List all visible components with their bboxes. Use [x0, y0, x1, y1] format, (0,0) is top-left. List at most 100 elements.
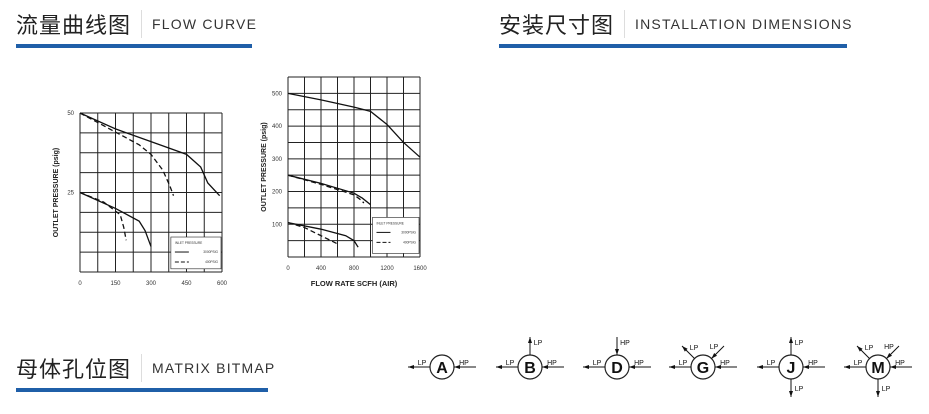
divider: [141, 10, 143, 38]
series-line-solid: [287, 92, 421, 158]
matrix-item-D: D LP HP HP: [583, 337, 651, 380]
port-label: LP: [865, 345, 874, 352]
series-line-solid: [287, 174, 371, 206]
series-line-solid: [79, 112, 221, 197]
port-label: LP: [882, 386, 891, 393]
arrow-icon: [890, 365, 896, 369]
flow-curve-title-en: FLOW CURVE: [152, 16, 258, 32]
x-tick-label: 600: [217, 281, 228, 287]
port-label: LP: [690, 345, 699, 352]
arrow-icon: [876, 391, 880, 397]
y-tick-label: 200: [272, 190, 283, 196]
matrix-header: 母体孔位图 MATRIX BITMAP: [16, 352, 275, 384]
matrix-letter: A: [436, 360, 448, 377]
matrix-letter: J: [787, 360, 796, 377]
y-tick-label: 500: [272, 91, 283, 97]
port-label: LP: [506, 360, 515, 367]
flow-curve-title-zh: 流量曲线图: [16, 14, 132, 39]
port-label: HP: [634, 360, 644, 367]
matrix-letter: D: [611, 360, 623, 377]
x-tick-label: 300: [146, 281, 157, 287]
port-label: LP: [854, 360, 863, 367]
matrix-letter: M: [871, 360, 884, 377]
y-axis-label: OUTLET PRESSURE (psig): [53, 148, 60, 237]
legend-entry: 400PSIG: [403, 240, 416, 244]
arrow-icon: [542, 365, 548, 369]
arrow-icon: [886, 353, 892, 359]
x-tick-label: 150: [110, 281, 121, 287]
legend-entry: 400PSIG: [205, 260, 218, 264]
legend-entry: 3000PSIG: [203, 250, 218, 254]
y-tick-label: 300: [272, 157, 283, 163]
legend-title: INLET PRESSURE: [376, 221, 403, 225]
x-tick-label: 400: [316, 266, 327, 272]
arrow-icon: [583, 365, 589, 369]
arrow-icon: [496, 365, 502, 369]
arrow-icon: [715, 365, 721, 369]
port-label: HP: [808, 360, 818, 367]
matrix-letter: G: [697, 360, 709, 377]
y-tick-label: 400: [272, 124, 283, 130]
series-line-dashed: [287, 222, 338, 245]
legend-entry: 3000PSIG: [401, 230, 416, 234]
port-label: HP: [620, 340, 630, 347]
x-tick-label: 1600: [413, 266, 427, 272]
arrow-icon: [682, 346, 688, 352]
flow-curve-underline: [16, 44, 252, 48]
x-axis-label: FLOW RATE SCFH (AIR): [311, 279, 398, 288]
port-label: LP: [710, 344, 719, 351]
x-tick-label: 450: [181, 281, 192, 287]
y-tick-label: 25: [67, 191, 74, 197]
port-label: HP: [547, 360, 557, 367]
arrow-icon: [408, 365, 414, 369]
divider: [624, 10, 626, 38]
port-label: LP: [593, 360, 602, 367]
arrow-icon: [844, 365, 850, 369]
arrow-icon: [528, 337, 532, 343]
matrix-bitmap-diagrams: A LP HP B LP LP HP D LP HP HP G LP LP LP HP J LP LP LP HP M LP…: [408, 337, 912, 397]
port-label: LP: [767, 360, 776, 367]
port-label: HP: [720, 360, 730, 367]
x-axis-label: FLOW RATE SCFH (AIR): [108, 294, 195, 295]
port-label: LP: [795, 340, 804, 347]
y-tick-label: 50: [67, 111, 74, 117]
flow-curve-header: 流量曲线图 FLOW CURVE: [16, 8, 257, 40]
divider: [141, 354, 143, 382]
installation-title-zh: 安装尺寸图: [499, 14, 615, 39]
arrow-icon: [669, 365, 675, 369]
arrow-icon: [789, 391, 793, 397]
arrow-icon: [629, 365, 635, 369]
legend-box: [372, 217, 420, 254]
x-tick-label: 800: [349, 266, 360, 272]
installation-underline: [499, 44, 847, 48]
port-label: HP: [459, 360, 469, 367]
matrix-item-J: J LP LP LP HP: [757, 337, 825, 397]
arrow-icon: [711, 353, 717, 359]
matrix-letter: B: [524, 360, 536, 377]
x-tick-label: 0: [78, 281, 82, 287]
flow-curve-chart-2: 0 400 800 1200 1600 100 200 300 400 500 FLOW RATE …: [261, 76, 427, 288]
port-label: LP: [795, 386, 804, 393]
matrix-item-B: B LP LP HP: [496, 337, 564, 380]
arrow-icon: [803, 365, 809, 369]
legend-box: [170, 236, 222, 270]
matrix-underline: [16, 388, 268, 392]
matrix-title-zh: 母体孔位图: [16, 358, 132, 383]
port-label: HP: [895, 360, 905, 367]
x-tick-label: 1200: [380, 266, 394, 272]
arrow-icon: [857, 346, 863, 352]
series-line-solid: [287, 221, 359, 248]
matrix-item-G: G LP LP LP HP: [669, 344, 737, 380]
installation-header: 安装尺寸图 INSTALLATION DIMENSIONS: [499, 8, 853, 40]
installation-title-en: INSTALLATION DIMENSIONS: [635, 16, 853, 32]
port-label: LP: [418, 360, 427, 367]
port-label: LP: [534, 340, 543, 347]
port-label: LP: [679, 360, 688, 367]
arrow-icon: [615, 349, 619, 355]
y-axis-label: OUTLET PRESSURE (psig): [261, 122, 268, 211]
arrow-icon: [757, 365, 763, 369]
matrix-item-A: A LP HP: [408, 354, 476, 380]
x-tick-label: 0: [286, 266, 290, 272]
legend-title: INLET PRESSURE: [175, 241, 202, 245]
flow-curve-chart-1: 0 150 300 450 600 25 50 FLOW RATE SCFH (AIR) OUT…: [53, 111, 228, 295]
